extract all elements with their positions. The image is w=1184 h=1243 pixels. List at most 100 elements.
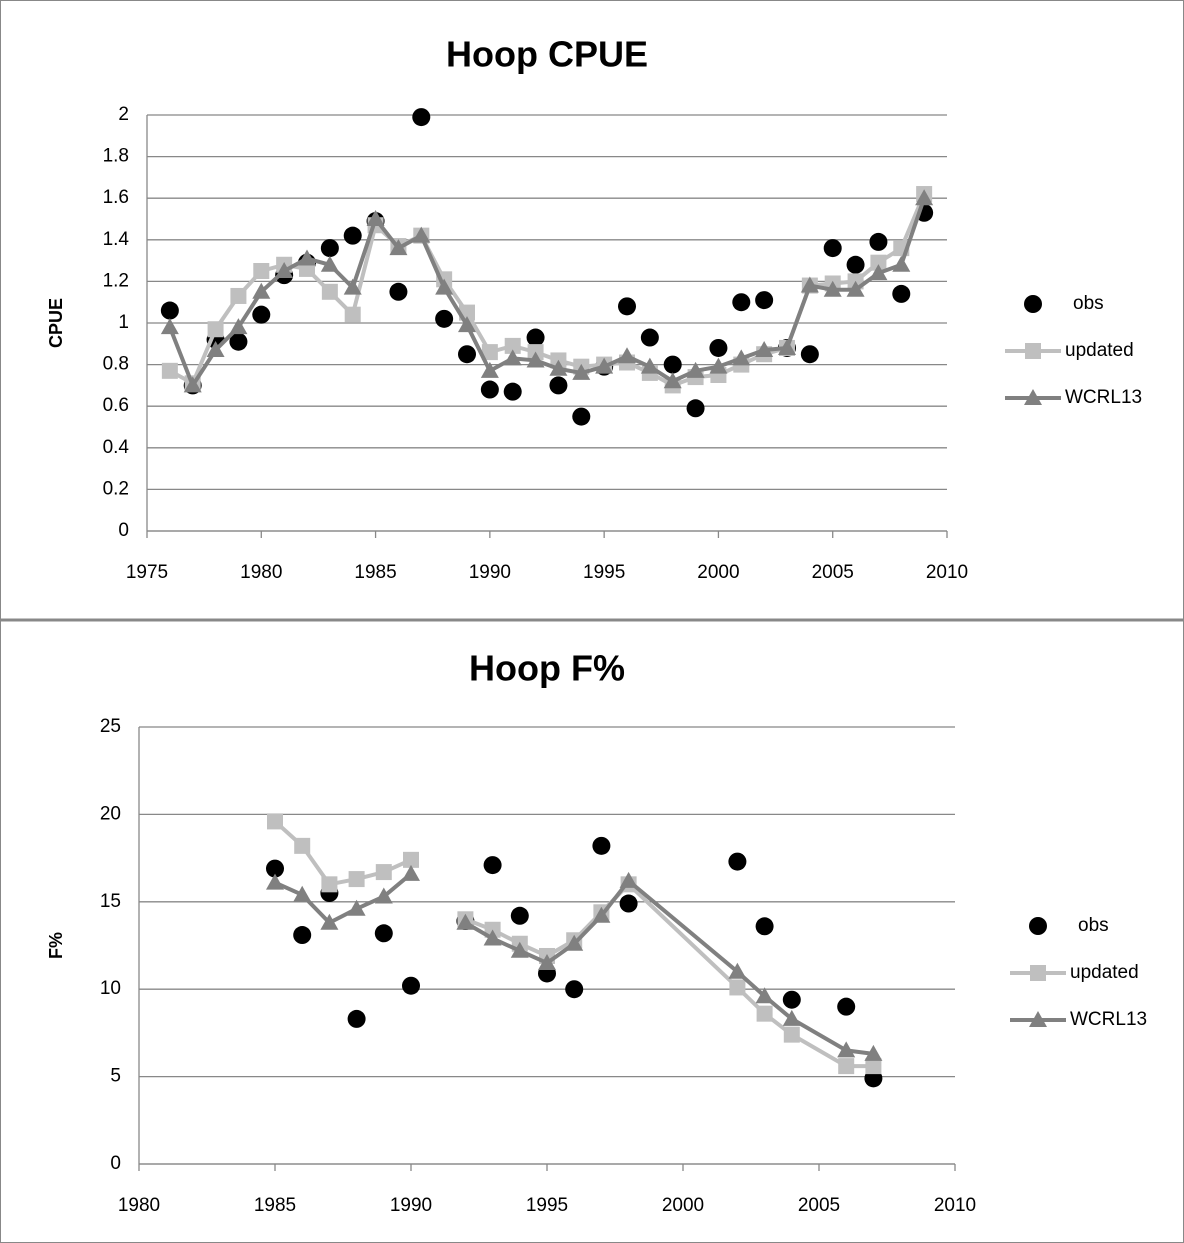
y-tick-label: 1 (118, 312, 129, 333)
marker-triangle (837, 1041, 856, 1058)
marker-circle (374, 924, 393, 943)
y-tick-label: 0.6 (103, 395, 129, 416)
x-tick-label: 2000 (662, 1195, 704, 1216)
y-tick-label: 0.8 (103, 354, 129, 375)
marker-triangle (592, 906, 611, 923)
y-tick-label: 1.6 (103, 187, 129, 208)
marker-triangle (456, 913, 475, 930)
y-tick-label: 25 (100, 716, 121, 737)
marker-triangle (480, 361, 499, 378)
marker-triangle (869, 264, 888, 281)
y-tick-label: 0 (110, 1153, 121, 1174)
legend-label: WCRL13 (1065, 387, 1142, 408)
marker-triangle (686, 361, 705, 378)
marker-triangle (229, 318, 248, 335)
marker-triangle (618, 347, 636, 364)
marker-circle (846, 255, 865, 274)
marker-triangle (293, 885, 312, 902)
marker-square (1025, 343, 1041, 359)
marker-square (481, 344, 498, 361)
marker-circle (266, 859, 284, 878)
marker-triangle (402, 864, 420, 881)
marker-triangle (915, 189, 934, 206)
marker-triangle (892, 255, 911, 272)
marker-circle (800, 345, 819, 364)
marker-triangle (732, 349, 751, 366)
y-axis-label: F% (46, 932, 66, 959)
marker-circle (402, 976, 420, 995)
marker-square (403, 851, 419, 868)
marker-triangle (412, 226, 431, 243)
marker-circle (755, 917, 774, 936)
marker-circle (618, 297, 636, 316)
marker-circle (823, 239, 842, 258)
y-axis-label: CPUE (46, 298, 66, 348)
marker-triangle (565, 934, 584, 951)
marker-triangle (663, 372, 682, 389)
marker-circle (160, 301, 179, 320)
marker-triangle (252, 282, 271, 299)
x-tick-label: 2000 (697, 562, 739, 583)
marker-circle (728, 852, 747, 871)
marker-square (253, 263, 270, 279)
y-tick-label: 1.8 (103, 146, 129, 167)
marker-square (870, 254, 887, 271)
x-tick-label: 1990 (469, 562, 511, 583)
marker-triangle (778, 338, 796, 355)
marker-square (375, 864, 392, 881)
marker-circle (592, 836, 611, 855)
marker-square (865, 1058, 882, 1075)
marker-square (321, 876, 338, 893)
marker-triangle (389, 239, 408, 256)
marker-triangle (728, 962, 747, 979)
marker-triangle (435, 278, 454, 295)
marker-triangle (366, 210, 385, 226)
x-tick-label: 2005 (812, 562, 854, 583)
marker-triangle (526, 351, 545, 368)
marker-square (294, 837, 311, 854)
marker-square (344, 306, 361, 323)
marker-triangle (782, 1009, 801, 1026)
marker-triangle (510, 941, 529, 958)
marker-triangle (374, 887, 393, 904)
y-tick-label: 0.2 (103, 478, 129, 499)
marker-triangle (320, 913, 339, 930)
marker-circle (709, 338, 728, 357)
x-tick-label: 1980 (240, 562, 282, 583)
y-tick-label: 1.4 (103, 229, 130, 250)
marker-circle (435, 309, 454, 328)
marker-circle (619, 894, 638, 913)
x-tick-label: 1985 (254, 1195, 296, 1216)
marker-square (838, 1058, 855, 1075)
chart-title: Hoop CPUE (446, 34, 648, 75)
marker-triangle (206, 341, 225, 358)
marker-circle (229, 332, 248, 351)
marker-circle (782, 990, 801, 1009)
legend-label: updated (1065, 340, 1134, 361)
marker-circle (343, 226, 362, 245)
y-tick-label: 5 (110, 1066, 121, 1087)
marker-square (783, 1026, 800, 1043)
x-tick-label: 2010 (934, 1195, 976, 1216)
marker-circle (510, 906, 529, 925)
x-tick-label: 1990 (390, 1195, 432, 1216)
y-tick-label: 0.4 (103, 437, 130, 458)
marker-triangle (503, 349, 522, 366)
marker-triangle (183, 376, 202, 393)
marker-triangle (864, 1044, 883, 1061)
marker-triangle (538, 953, 556, 970)
marker-circle (1024, 295, 1042, 313)
marker-triangle (800, 276, 819, 293)
marker-square (161, 362, 178, 379)
marker-square (207, 321, 224, 338)
y-tick-label: 1.2 (103, 270, 129, 291)
legend-label: obs (1078, 915, 1109, 936)
y-tick-label: 15 (100, 891, 121, 912)
marker-circle (565, 980, 584, 999)
x-tick-label: 2010 (926, 562, 968, 583)
marker-triangle (640, 357, 659, 374)
marker-square (230, 287, 247, 304)
marker-triangle (595, 357, 614, 374)
